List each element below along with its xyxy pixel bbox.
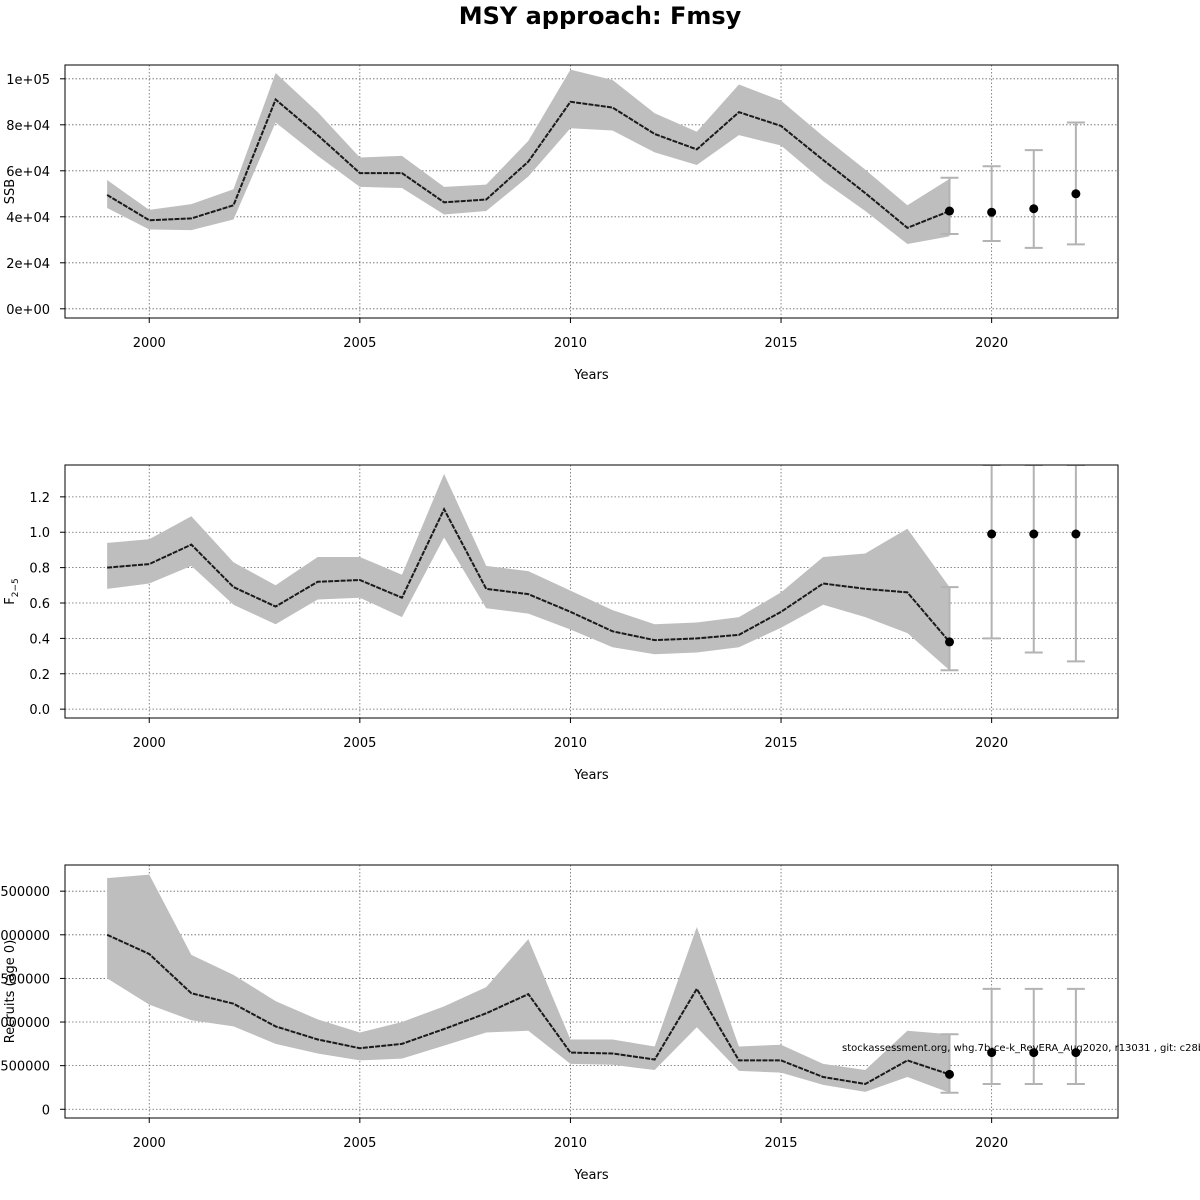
x-tick-label: 2020 xyxy=(975,736,1008,751)
forecast-point xyxy=(945,206,955,216)
y-tick-label: 1e+05 xyxy=(6,73,50,88)
y-tick-label: 1.2 xyxy=(29,491,50,506)
x-axis-label: Years xyxy=(573,1168,609,1183)
y-tick-label: 0.8 xyxy=(29,562,50,577)
y-tick-label: 0.6 xyxy=(29,597,50,612)
forecast-point xyxy=(945,1069,955,1079)
forecast-point xyxy=(1071,1048,1081,1058)
chart-panel-1: 2000 2005 2010 2015 2020 0e+00 2e+04 4e+04 6e+04… xyxy=(3,64,1119,383)
x-tick-label: 2015 xyxy=(764,336,797,351)
x-tick-label: 2000 xyxy=(133,1136,166,1151)
y-tick-label: 1.0 xyxy=(29,526,50,541)
estimate-line xyxy=(106,933,950,1086)
y-tick-label: 1500000 xyxy=(0,972,50,987)
x-tick-label: 2015 xyxy=(764,736,797,751)
chart-panel-2: 2000 2005 2010 2015 2020 0.0 0.2 0.4 0.6 0.8 1.0 1.… xyxy=(3,464,1119,783)
page-title: MSY approach: Fmsy xyxy=(458,2,742,30)
forecast-point xyxy=(1071,529,1081,539)
forecast-point xyxy=(987,529,997,539)
y-axis-label-main: SSB xyxy=(3,179,18,204)
y-axis-label: SSB xyxy=(3,179,18,204)
y-tick-label: 0 xyxy=(42,1103,50,1118)
x-tick-label: 2005 xyxy=(343,336,376,351)
x-tick-label: 2010 xyxy=(554,336,587,351)
x-tick-label: 2020 xyxy=(975,1136,1008,1151)
x-tick-label: 2020 xyxy=(975,336,1008,351)
forecast-point xyxy=(1029,529,1039,539)
plot-area xyxy=(106,69,1085,249)
x-tick-label: 2015 xyxy=(764,1136,797,1151)
plot-area xyxy=(107,465,1085,672)
y-axis-label-subscript: 2−5 xyxy=(11,578,21,597)
y-tick-label: 0.0 xyxy=(29,703,50,718)
forecast-point xyxy=(1071,189,1081,199)
x-axis-label: Years xyxy=(573,368,609,383)
confidence-band xyxy=(107,69,950,244)
plot-area xyxy=(106,874,1085,1094)
y-tick-label: 6e+04 xyxy=(6,165,50,180)
forecast-point xyxy=(987,1048,997,1058)
plot-frame xyxy=(64,464,1119,719)
x-tick-label: 2000 xyxy=(133,736,166,751)
chart-panel-3: 2000 2005 2010 2015 2020 0 500000 1000000 150000… xyxy=(0,864,1119,1183)
y-tick-label: 1000000 xyxy=(0,1016,50,1031)
forecast-point xyxy=(945,637,955,647)
credit-note: stockassessment.org, whg.7b-ce-k_RevERA_… xyxy=(842,1043,1200,1054)
estimate-line xyxy=(106,97,950,229)
y-tick-label: 2e+04 xyxy=(6,257,50,272)
estimate-line xyxy=(107,507,951,643)
confidence-band xyxy=(107,473,950,671)
y-tick-label: 500000 xyxy=(0,1060,50,1075)
y-axis-label: Recruits (age 0) xyxy=(3,940,18,1044)
x-tick-label: 2010 xyxy=(554,736,587,751)
y-tick-label: 0.4 xyxy=(29,632,50,647)
x-axis-label: Years xyxy=(573,768,609,783)
y-tick-label: 2000000 xyxy=(0,929,50,944)
y-axis-label-main: Recruits (age 0) xyxy=(3,940,18,1044)
y-axis-label: F2−5 xyxy=(3,578,21,604)
confidence-band xyxy=(107,874,950,1093)
y-tick-label: 8e+04 xyxy=(6,119,50,134)
plot-frame xyxy=(64,864,1119,1119)
y-tick-label: 2500000 xyxy=(0,885,50,900)
y-tick-label: 4e+04 xyxy=(6,211,50,226)
forecast-point xyxy=(987,207,997,217)
x-tick-label: 2005 xyxy=(343,736,376,751)
forecast-point xyxy=(1029,204,1039,214)
x-tick-label: 2005 xyxy=(343,1136,376,1151)
y-tick-label: 0.2 xyxy=(29,668,50,683)
x-tick-label: 2000 xyxy=(133,336,166,351)
x-tick-label: 2010 xyxy=(554,1136,587,1151)
plot-frame xyxy=(64,64,1119,319)
forecast-point xyxy=(1029,1048,1039,1058)
y-tick-label: 0e+00 xyxy=(6,303,50,318)
y-axis-label-main: F xyxy=(3,597,18,604)
